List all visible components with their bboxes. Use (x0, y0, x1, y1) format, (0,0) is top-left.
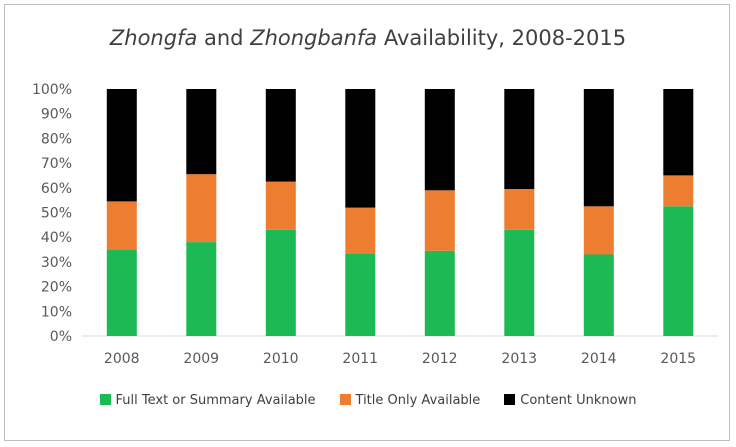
x-tick-label: 2014 (581, 351, 617, 367)
legend-item-3: Content Unknown (504, 393, 636, 408)
legend-label: Title Only Available (355, 393, 481, 408)
y-tick-label: 10% (41, 304, 72, 320)
chart-title-part3: Zhongbanfa (250, 26, 378, 50)
bar-segment-2015-series-2 (663, 175, 694, 207)
chart-title-part2: and (197, 26, 251, 50)
y-tick-label: 80% (41, 131, 72, 147)
bar-segment-2008-series-1 (106, 249, 137, 336)
bar-segment-2011-series-1 (345, 253, 376, 336)
chart-title: Zhongfa and Zhongbanfa Availability, 200… (0, 26, 736, 50)
y-tick-label: 50% (41, 206, 72, 222)
y-tick-label: 90% (41, 107, 72, 123)
chart-title-part1: Zhongfa (109, 26, 198, 50)
legend-label: Full Text or Summary Available (115, 393, 316, 408)
bar-segment-2008-series-2 (106, 201, 137, 250)
y-tick-label: 100% (32, 82, 72, 98)
bar-segment-2011-series-2 (345, 207, 376, 254)
legend: Full Text or Summary Available Title Only… (0, 393, 736, 408)
y-tick-label: 60% (41, 181, 72, 197)
legend-swatch (339, 394, 351, 405)
bar-segment-2012-series-3 (424, 89, 455, 191)
x-tick-label: 2010 (263, 351, 299, 367)
bar-segment-2009-series-2 (186, 174, 217, 243)
y-tick-label: 40% (41, 230, 72, 246)
bar-segment-2008-series-3 (106, 89, 137, 202)
x-tick-label: 2012 (422, 351, 458, 367)
bar-segment-2015-series-3 (663, 89, 694, 176)
legend-item-1: Full Text or Summary Available (99, 393, 316, 408)
bar-segment-2014-series-2 (583, 206, 614, 255)
bar-segment-2014-series-1 (583, 254, 614, 336)
bar-segment-2012-series-2 (424, 190, 455, 251)
bar-segment-2014-series-3 (583, 89, 614, 207)
bar-segment-2015-series-1 (663, 206, 694, 336)
legend-label: Content Unknown (520, 393, 637, 408)
legend-swatch (504, 394, 516, 405)
x-tick-label: 2015 (660, 351, 696, 367)
y-tick-label: 20% (41, 280, 72, 296)
y-tick-label: 0% (50, 329, 72, 345)
chart-title-part4: Availability, 2008-2015 (377, 26, 627, 50)
x-tick-label: 2011 (342, 351, 378, 367)
bar-segment-2010-series-1 (265, 229, 296, 336)
bar-segment-2013-series-3 (504, 89, 535, 189)
legend-item-2: Title Only Available (339, 393, 481, 408)
legend-swatch (99, 394, 111, 405)
x-tick-label: 2013 (501, 351, 537, 367)
bar-segment-2013-series-2 (504, 189, 535, 230)
y-tick-label: 30% (41, 255, 72, 271)
bar-segment-2009-series-3 (186, 89, 217, 175)
bar-segment-2009-series-1 (186, 242, 217, 336)
bar-segment-2013-series-1 (504, 229, 535, 336)
x-tick-label: 2008 (104, 351, 140, 367)
y-tick-label: 70% (41, 156, 72, 172)
x-tick-label: 2009 (183, 351, 219, 367)
bar-segment-2012-series-1 (424, 250, 455, 336)
bar-segment-2010-series-3 (265, 89, 296, 182)
bar-segment-2011-series-3 (345, 89, 376, 208)
bar-segment-2010-series-2 (265, 181, 296, 230)
